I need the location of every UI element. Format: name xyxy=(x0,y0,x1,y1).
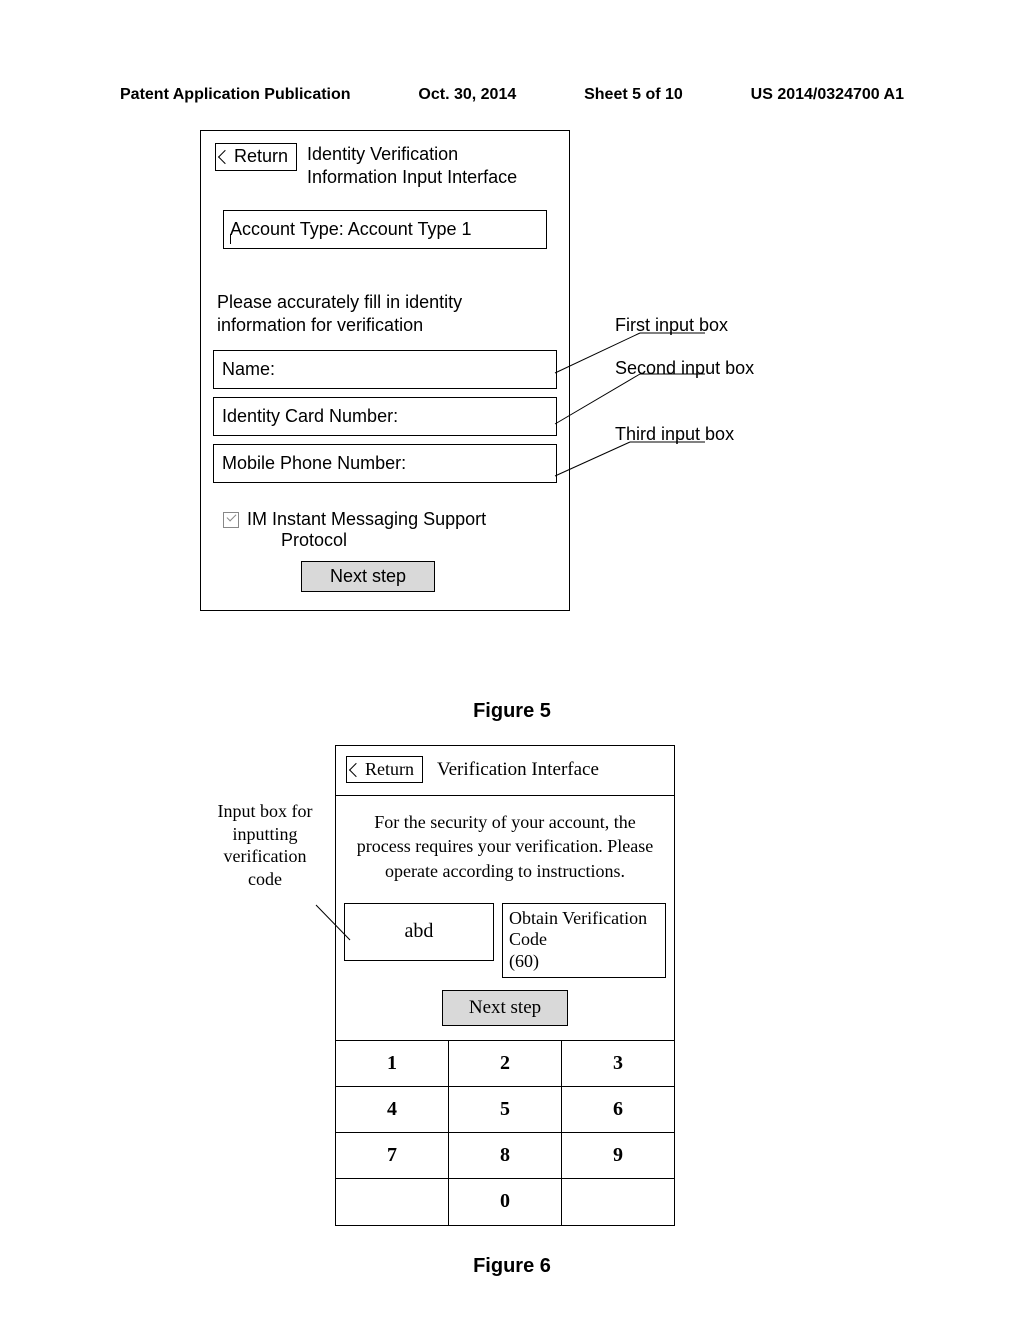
fig5-screen: Return Identity Verification Information… xyxy=(200,130,570,611)
figure5-caption: Figure 5 xyxy=(0,700,1024,723)
keypad-key-3[interactable]: 3 xyxy=(562,1041,674,1087)
verification-code-row: abd Obtain Verification Code (60) xyxy=(336,893,674,990)
publication-number: US 2014/0324700 A1 xyxy=(751,86,904,104)
keypad-key-blank-left xyxy=(336,1179,449,1225)
fig6-screen: Return Verification Interface For the se… xyxy=(335,745,675,1226)
sheet-number: Sheet 5 of 10 xyxy=(584,86,683,104)
id-card-input[interactable]: Identity Card Number: xyxy=(213,397,557,436)
fig5-header-bar: Return Identity Verification Information… xyxy=(201,131,569,269)
label-second-input-box: Second input box xyxy=(615,358,754,379)
figure6-caption: Figure 6 xyxy=(0,1255,1024,1278)
label-first-input-box: First input box xyxy=(615,315,728,336)
fig5-title: Identity Verification Information Input … xyxy=(307,143,517,188)
name-input[interactable]: Name: xyxy=(213,350,557,389)
keypad-key-0[interactable]: 0 xyxy=(449,1179,562,1225)
fig6-security-message: For the security of your account, the pr… xyxy=(336,795,674,893)
publication-date: Oct. 30, 2014 xyxy=(418,86,516,104)
keypad-key-9[interactable]: 9 xyxy=(562,1133,674,1179)
fig6-title: Verification Interface xyxy=(437,759,599,781)
fig6-header-bar: Return Verification Interface xyxy=(336,746,674,795)
account-type-box: Account Type: Account Type 1 xyxy=(223,210,547,249)
keypad-key-6[interactable]: 6 xyxy=(562,1087,674,1133)
publication-label: Patent Application Publication xyxy=(120,86,351,104)
return-label: Return xyxy=(234,146,288,168)
numeric-keypad: 1 2 3 4 5 6 7 8 9 0 xyxy=(336,1040,674,1225)
keypad-key-blank-right xyxy=(562,1179,674,1225)
return-button[interactable]: Return xyxy=(346,756,423,783)
mobile-phone-input[interactable]: Mobile Phone Number: xyxy=(213,444,557,483)
label-third-input-box: Third input box xyxy=(615,424,734,445)
obtain-verification-code-button[interactable]: Obtain Verification Code (60) xyxy=(502,903,666,978)
keypad-key-5[interactable]: 5 xyxy=(449,1087,562,1133)
return-button[interactable]: Return xyxy=(215,143,297,171)
im-protocol-checkbox-row[interactable]: IM Instant Messaging Support Protocol xyxy=(201,491,569,557)
next-step-button[interactable]: Next step xyxy=(442,990,568,1026)
checkbox-icon xyxy=(223,512,239,528)
keypad-key-8[interactable]: 8 xyxy=(449,1133,562,1179)
keypad-key-2[interactable]: 2 xyxy=(449,1041,562,1087)
fig5-instruction: Please accurately fill in identity infor… xyxy=(201,269,569,342)
next-step-button[interactable]: Next step xyxy=(301,561,435,592)
chevron-left-icon xyxy=(349,762,363,776)
chevron-left-icon xyxy=(218,150,232,164)
keypad-key-4[interactable]: 4 xyxy=(336,1087,449,1133)
im-protocol-label: IM Instant Messaging Support Protocol xyxy=(247,509,486,551)
label-verification-code-input: Input box for inputting verification cod… xyxy=(210,800,320,890)
page-header: Patent Application Publication Oct. 30, … xyxy=(0,86,1024,104)
keypad-key-1[interactable]: 1 xyxy=(336,1041,449,1087)
verification-code-input[interactable]: abd xyxy=(344,903,494,961)
return-label: Return xyxy=(365,759,414,780)
keypad-key-7[interactable]: 7 xyxy=(336,1133,449,1179)
